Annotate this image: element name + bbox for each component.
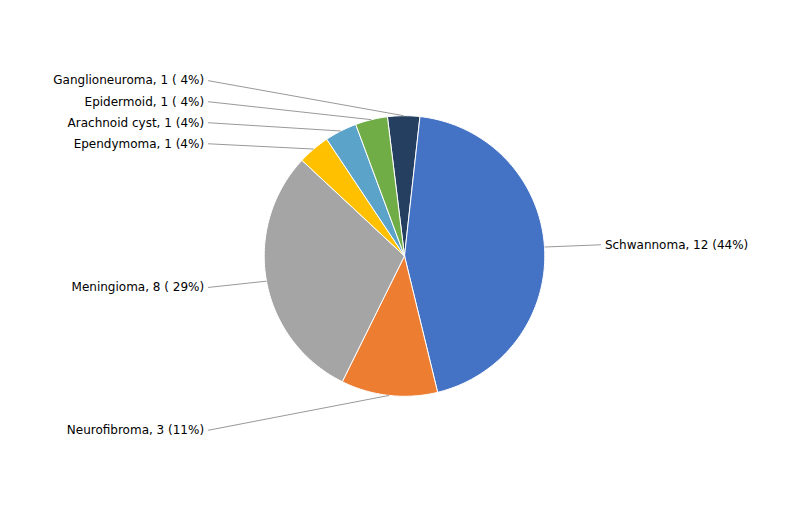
svg-text:Epidermoid, 1 ( 4%): Epidermoid, 1 ( 4%) <box>85 95 205 109</box>
svg-text:Ependymoma, 1 (4%): Ependymoma, 1 (4%) <box>74 137 204 151</box>
svg-text:Ganglioneuroma, 1 ( 4%): Ganglioneuroma, 1 ( 4%) <box>53 73 204 87</box>
svg-text:Neurofibroma, 3 (11%): Neurofibroma, 3 (11%) <box>67 423 204 437</box>
svg-text:Schwannoma, 12 (44%): Schwannoma, 12 (44%) <box>605 238 748 252</box>
svg-text:Arachnoid cyst, 1 (4%): Arachnoid cyst, 1 (4%) <box>68 116 205 130</box>
svg-text:Meningioma, 8 ( 29%): Meningioma, 8 ( 29%) <box>72 280 205 294</box>
